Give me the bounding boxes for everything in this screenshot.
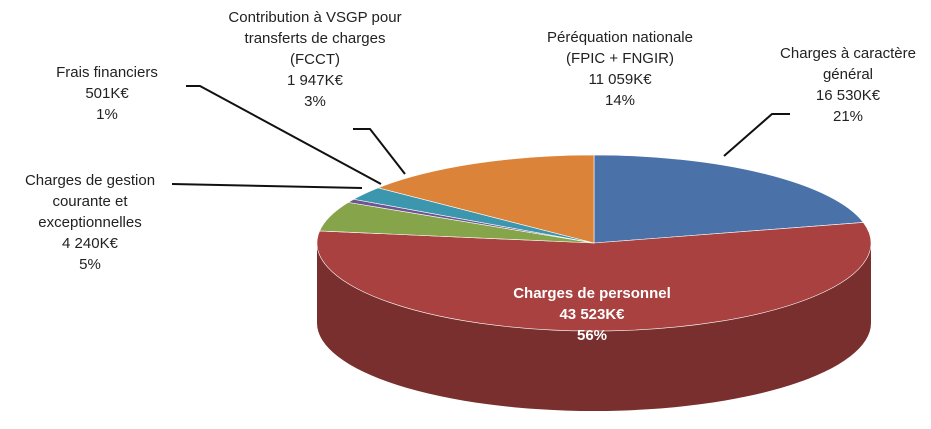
slice-label: transferts de charges — [245, 30, 386, 47]
percentage-label: 3% — [304, 93, 326, 110]
value-label: 16 530K€ — [816, 87, 881, 104]
pie-side — [317, 243, 871, 411]
slice-label: (FCCT) — [290, 51, 340, 68]
slice-label: Contribution à VSGP pour — [228, 9, 401, 26]
pie — [316, 154, 872, 411]
leader-line — [723, 113, 790, 157]
leader-line — [353, 128, 406, 175]
labels: Charges à caractère général 16 530K€ 21% Cha… — [25, 9, 916, 344]
value-label: 1 947K€ — [287, 72, 344, 89]
value-label: 11 059K€ — [588, 71, 652, 88]
percentage-label: 14% — [605, 92, 635, 109]
pie-slice — [377, 154, 595, 244]
slice-label: (FPIC + FNGIR) — [566, 50, 674, 67]
slice-label: exceptionnelles — [38, 214, 141, 231]
leader-line — [171, 183, 363, 189]
slice-label: général — [823, 66, 873, 83]
slice-label: Charges de gestion — [25, 172, 155, 189]
pie-slice — [593, 154, 864, 244]
slice-label: courante et — [52, 193, 128, 210]
percentage-label: 21% — [833, 108, 863, 125]
value-label: 43 523K€ — [559, 306, 625, 323]
slice-label: Charges de personnel — [513, 285, 671, 302]
slice-label: Charges à caractère — [780, 45, 916, 62]
percentage-label: 5% — [79, 256, 101, 273]
leader-line — [186, 85, 382, 185]
slice-label: Péréquation nationale — [547, 29, 693, 46]
value-label: 4 240K€ — [62, 235, 119, 252]
percentage-label: 56% — [577, 327, 607, 344]
slice-label: Frais financiers — [56, 64, 158, 81]
percentage-label: 1% — [96, 106, 118, 123]
value-label: 501K€ — [85, 85, 129, 102]
pie-slice — [316, 222, 872, 332]
